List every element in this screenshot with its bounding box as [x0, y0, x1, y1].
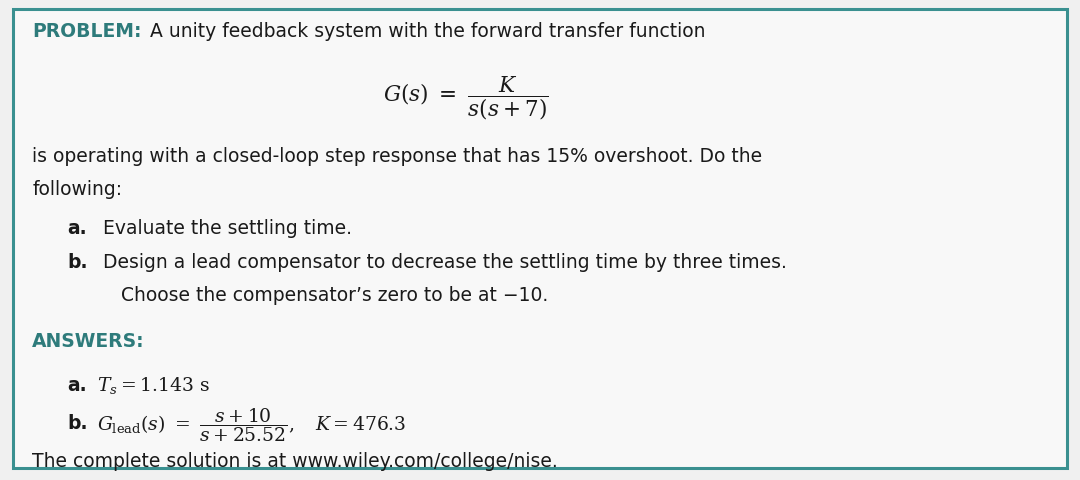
Text: The complete solution is at www.wiley.com/college/nise.: The complete solution is at www.wiley.co… — [32, 451, 558, 470]
Text: a.: a. — [67, 375, 86, 395]
Text: ANSWERS:: ANSWERS: — [32, 331, 145, 350]
Text: Choose the compensator’s zero to be at −10.: Choose the compensator’s zero to be at −… — [97, 286, 549, 305]
Text: b.: b. — [67, 252, 87, 271]
Text: PROBLEM:: PROBLEM: — [32, 22, 141, 41]
Text: A unity feedback system with the forward transfer function: A unity feedback system with the forward… — [138, 22, 705, 41]
Text: Evaluate the settling time.: Evaluate the settling time. — [97, 218, 352, 238]
Text: $G(s)\ =\ \dfrac{K}{s(s+7)}$: $G(s)\ =\ \dfrac{K}{s(s+7)}$ — [383, 74, 549, 122]
Text: $T_s = 1.143\ \mathrm{s}$: $T_s = 1.143\ \mathrm{s}$ — [97, 374, 210, 396]
Text: Design a lead compensator to decrease the settling time by three times.: Design a lead compensator to decrease th… — [97, 252, 787, 271]
Text: is operating with a closed-loop step response that has 15% overshoot. Do the: is operating with a closed-loop step res… — [32, 146, 762, 166]
Text: a.: a. — [67, 218, 86, 238]
Text: b.: b. — [67, 413, 87, 432]
Text: $G_{\mathrm{lead}}(s)\ =\ \dfrac{s+10}{s+25.52},\quad K = 476.3$: $G_{\mathrm{lead}}(s)\ =\ \dfrac{s+10}{s… — [97, 406, 407, 444]
Text: following:: following: — [32, 180, 122, 199]
